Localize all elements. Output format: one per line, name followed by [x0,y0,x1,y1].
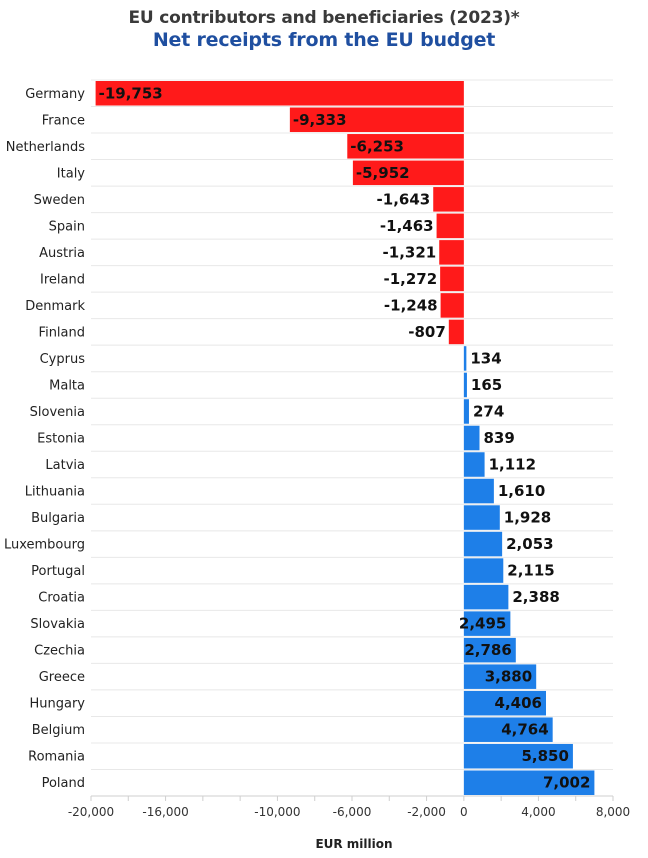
category-label: Luxembourg [4,538,85,553]
value-label: 2,495 [459,615,506,633]
bar-germany [95,81,464,106]
bar-france [289,107,464,133]
bar-poland [463,770,595,795]
value-label: 2,053 [506,535,553,553]
bar-bulgaria [463,505,500,530]
value-label: -19,753 [99,84,163,102]
value-label: -1,248 [384,296,438,314]
x-tick-label: 0 [460,805,468,819]
category-label: Greece [39,670,85,685]
bar-luxembourg [463,531,503,557]
value-label: 839 [483,429,514,447]
category-label: Ireland [40,272,85,287]
bar-denmark [440,293,464,318]
category-label: Czechia [34,644,85,659]
bar-spain [436,213,464,239]
bar-italy [352,160,464,186]
bar-malta [463,372,467,398]
category-label: Germany [25,87,85,102]
category-label: Spain [49,219,85,234]
chart-subtitle: Net receipts from the EU budget [152,29,496,51]
category-label: Malta [49,378,85,393]
category-label: Denmark [25,299,85,314]
value-label: 2,388 [512,588,559,606]
chart-titles: EU contributors and beneficiaries (2023)… [0,8,648,51]
value-label: 1,928 [504,509,551,527]
x-tick-label: -6,000 [333,805,372,819]
x-tick-label: -2,000 [407,805,446,819]
bar-austria [439,240,464,265]
category-label: Estonia [37,432,85,447]
category-label: Netherlands [6,140,85,155]
category-label: Hungary [29,697,85,712]
category-label: Lithuania [25,485,85,500]
category-label: Belgium [32,723,85,738]
value-label: 165 [471,376,502,394]
value-label: 274 [473,402,504,420]
category-label: Slovenia [30,405,85,420]
value-label: -1,643 [377,190,431,208]
value-label: -1,463 [380,217,434,235]
value-label: -807 [408,323,446,341]
value-label: 1,610 [498,482,545,500]
category-label: Finland [39,325,85,340]
bar-cyprus [463,346,467,371]
value-label: 4,406 [495,694,542,712]
bar-ireland [440,266,464,292]
value-label: 7,002 [543,774,590,792]
bar-romania [463,743,573,769]
bar-netherlands [347,134,464,159]
value-label: -9,333 [293,111,347,129]
category-label: France [42,113,85,128]
bar-finland [448,319,464,345]
value-label: 4,764 [501,721,548,739]
x-tick-label: -10,000 [254,805,300,819]
bar-hungary [463,690,546,716]
bar-belgium [463,717,553,742]
category-label: Portugal [31,564,85,579]
x-tick-label: 4,000 [521,805,555,819]
category-label: Croatia [38,591,85,606]
bar-slovenia [463,399,469,424]
category-label: Sweden [34,193,85,208]
x-axis-title: EUR million [315,837,392,851]
bar-sweden [433,187,464,212]
value-label: -6,253 [350,137,404,155]
category-label: Latvia [45,458,85,473]
value-label: -1,321 [383,243,437,261]
value-label: 1,112 [489,456,536,474]
bar-lithuania [463,478,494,504]
value-label: -5,952 [356,164,410,182]
bar-estonia [463,425,480,451]
bar-croatia [463,584,509,610]
category-label: Slovakia [30,617,85,632]
category-label: Romania [28,750,85,765]
bar-greece [463,664,537,689]
value-label: -1,272 [383,270,437,288]
value-label: 2,786 [464,641,511,659]
category-label: Cyprus [40,352,86,367]
category-label: Italy [57,166,86,181]
value-label: 134 [470,349,501,367]
bar-portugal [463,558,504,583]
value-label: 2,115 [507,562,554,580]
x-tick-label: -20,000 [68,805,114,819]
chart-title: EU contributors and beneficiaries (2023)… [128,8,520,28]
bar-latvia [463,452,485,477]
category-label: Bulgaria [31,511,85,526]
bar-czechia [463,637,516,663]
category-label: Austria [39,246,85,261]
value-label: 5,850 [521,747,568,765]
bar-slovakia [463,611,511,636]
x-tick-label: -16,000 [142,805,188,819]
x-tick-label: 8,000 [596,805,630,819]
category-label: Poland [42,776,85,791]
value-label: 3,880 [485,668,532,686]
